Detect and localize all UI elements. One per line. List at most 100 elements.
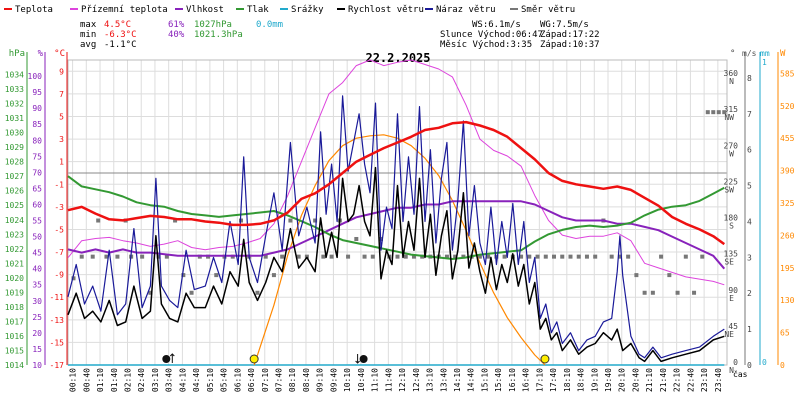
x-tick-label: 08:40	[302, 368, 311, 392]
x-tick-label: 20:10	[618, 368, 627, 392]
wind-direction-point	[255, 290, 260, 295]
solar-tick-label: 130	[780, 296, 795, 305]
wind-direction-point	[667, 273, 672, 278]
wind-direction-point	[722, 110, 727, 115]
humidity-tick-label: 50	[32, 233, 42, 242]
wind-direction-point	[494, 254, 499, 259]
direction-tick-label: 225	[724, 177, 739, 186]
direction-compass-label: S	[729, 222, 734, 231]
wind-direction-point	[716, 110, 721, 115]
pressure-tick-label: 1033	[5, 85, 24, 94]
pressure-tick-label: 1014	[5, 361, 24, 370]
wind-direction-point	[214, 273, 219, 278]
temperature-tick-label: -17	[50, 361, 65, 370]
wind-direction-point	[477, 254, 482, 259]
stat-avg-label: avg	[80, 40, 96, 50]
wind-direction-point	[642, 290, 647, 295]
pressure-tick-label: 1024	[5, 216, 24, 225]
x-tick-label: 23:10	[700, 368, 709, 392]
humidity-tick-label: 85	[32, 120, 42, 129]
wind-direction-point	[288, 218, 293, 223]
sun-icon	[540, 354, 550, 364]
temperature-tick-label: 5	[59, 112, 64, 121]
temperature-tick-label: -3	[54, 203, 64, 212]
x-tick-label: 17:40	[549, 368, 558, 392]
stat-min-press: 1021.3hPa	[194, 30, 243, 40]
pressure-tick-label: 1023	[5, 230, 24, 239]
pressure-tick-label: 1034	[5, 71, 24, 80]
series-line-tlak	[67, 175, 725, 260]
wind-direction-point	[104, 254, 109, 259]
wind-tick-label: 5	[747, 182, 752, 191]
wind-direction-point	[173, 218, 178, 223]
x-tick-label: 07:40	[275, 368, 284, 392]
x-tick-label: 04:40	[192, 368, 201, 392]
wind-direction-point	[461, 254, 466, 259]
wind-tick-label: 1	[747, 325, 752, 334]
legend-label-naraz: Náraz větru	[436, 5, 496, 15]
temperature-axis-unit: °C	[54, 49, 65, 59]
series-line-rychlost-v-tru	[67, 166, 725, 363]
x-tick-label: 10:40	[357, 368, 366, 392]
wind-direction-point	[626, 254, 631, 259]
pressure-tick-label: 1030	[5, 129, 24, 138]
pressure-tick-label: 1017	[5, 317, 24, 326]
humidity-tick-label: 75	[32, 152, 42, 161]
wind-direction-point	[543, 254, 548, 259]
humidity-tick-label: 40	[32, 265, 42, 274]
wind-direction-point	[140, 254, 145, 259]
temperature-tick-label: -7	[54, 248, 64, 257]
wind-direction-point	[502, 254, 507, 259]
pressure-tick-label: 1022	[5, 245, 24, 254]
direction-tick-label: 0	[733, 358, 738, 367]
legend: Teplota Přízemní teplota Vlhkost Tlak Srážky…	[4, 5, 575, 15]
humidity-tick-label: 20	[32, 329, 42, 338]
x-tick-label: 04:10	[178, 368, 187, 392]
wind-direction-point	[164, 254, 169, 259]
series-line-p-zemn-teplota	[67, 59, 725, 286]
humidity-tick-label: 70	[32, 168, 42, 177]
wind-direction-point	[675, 290, 680, 295]
wind-ws: WS:6.1m/s	[472, 20, 521, 30]
humidity-tick-label: 45	[32, 249, 42, 258]
direction-tick-label: 135	[724, 250, 739, 259]
direction-compass-label: SE	[724, 258, 734, 267]
x-tick-label: 14:10	[453, 368, 462, 392]
x-tick-label: 21:40	[659, 368, 668, 392]
x-tick-label: 22:40	[686, 368, 695, 392]
humidity-tick-label: 25	[32, 313, 42, 322]
pressure-tick-label: 1025	[5, 201, 24, 210]
moon-set-arrow-icon	[355, 354, 360, 364]
pressure-tick-label: 1032	[5, 100, 24, 109]
x-tick-label: 12:10	[398, 368, 407, 392]
solar-axis-unit: W	[780, 49, 786, 59]
x-tick-label: 23:40	[714, 368, 723, 392]
wind-tick-label: 0	[747, 361, 752, 370]
stat-min-temp: -6.3°C	[104, 30, 137, 40]
wind-direction-point	[705, 110, 710, 115]
wind-direction-point	[486, 254, 491, 259]
wind-tick-label: 2	[747, 289, 752, 298]
direction-compass-label: E	[729, 294, 734, 303]
temperature-tick-label: 9	[59, 67, 64, 76]
wind-direction-point	[79, 254, 84, 259]
wind-wg: WG:7.5m/s	[540, 20, 589, 30]
legend-label-teplota: Teplota	[15, 5, 53, 15]
x-tick-label: 01:40	[110, 368, 119, 392]
temperature-tick-label: -9	[54, 271, 64, 280]
x-tick-label: 15:40	[494, 368, 503, 392]
wind-direction-point	[552, 254, 557, 259]
legend-label-prizemni: Přízemní teplota	[81, 5, 168, 15]
pressure-tick-label: 1021	[5, 259, 24, 268]
wind-direction-point	[560, 254, 565, 259]
humidity-tick-label: 80	[32, 136, 42, 145]
wind-direction-point	[617, 254, 622, 259]
direction-tick-label: 180	[724, 214, 739, 223]
x-tick-label: 16:40	[522, 368, 531, 392]
wind-direction-point	[71, 276, 76, 281]
wind-direction-point	[346, 254, 351, 259]
humidity-tick-label: 60	[32, 200, 42, 209]
wind-direction-point	[304, 254, 309, 259]
x-tick-label: 21:10	[645, 368, 654, 392]
